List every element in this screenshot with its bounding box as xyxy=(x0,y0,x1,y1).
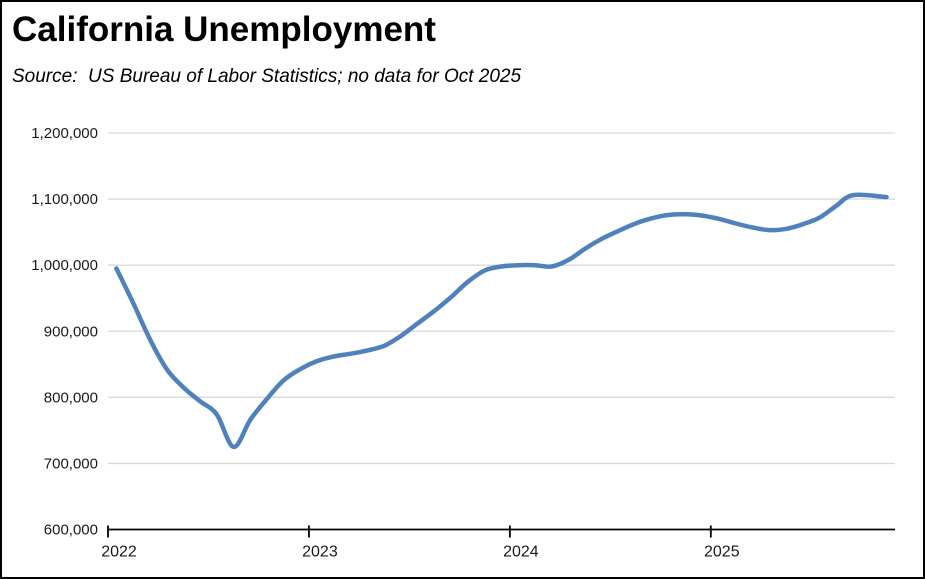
x-axis-label-2023: 2023 xyxy=(302,544,338,561)
y-axis-label-800,000: 800,000 xyxy=(44,389,98,406)
y-axis-label-600,000: 600,000 xyxy=(44,522,98,539)
y-axis-label-700,000: 700,000 xyxy=(44,455,98,472)
y-axis-label-1,200,000: 1,200,000 xyxy=(31,125,98,142)
x-axis-label-2022: 2022 xyxy=(101,544,137,561)
chart-title: California Unemployment xyxy=(12,10,436,49)
y-axis-label-1,000,000: 1,000,000 xyxy=(31,257,98,274)
x-axis-label-2025: 2025 xyxy=(704,544,740,561)
unemployment-series-line xyxy=(114,192,889,450)
chart-subtitle: Source: US Bureau of Labor Statistics; n… xyxy=(12,66,522,87)
y-axis-label-900,000: 900,000 xyxy=(44,323,98,340)
x-axis-label-2024: 2024 xyxy=(503,544,539,561)
y-axis-label-1,100,000: 1,100,000 xyxy=(31,191,98,208)
